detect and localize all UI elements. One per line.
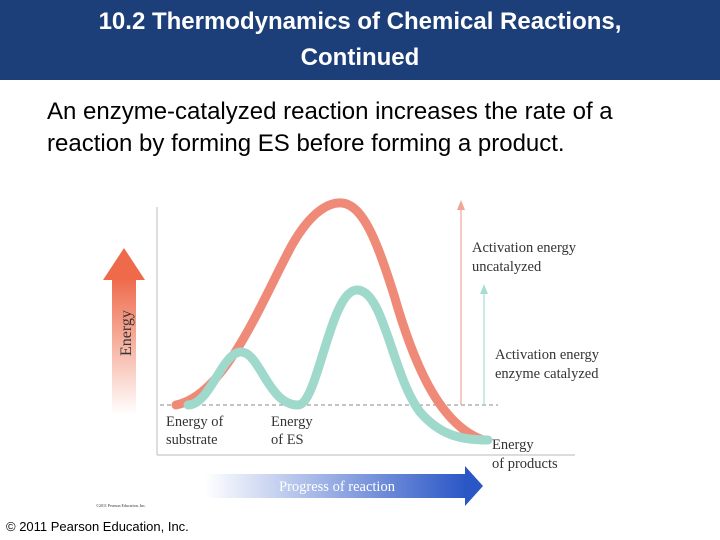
label-energy-of-substrate: Energy of substrate bbox=[166, 414, 227, 448]
progress-arrow bbox=[205, 466, 483, 506]
energy-axis-arrow bbox=[103, 248, 145, 415]
label-energy-of-products: Energy of products bbox=[492, 437, 558, 472]
copyright-footer: © 2011 Pearson Education, Inc. bbox=[6, 519, 189, 534]
small-credit-text: ©2011 Pearson Education, Inc. bbox=[96, 503, 146, 509]
slide-title-line1: 10.2 Thermodynamics of Chemical Reaction… bbox=[98, 8, 622, 35]
energy-axis-label: Energy bbox=[118, 310, 135, 356]
energy-diagram: Energy Activation energy uncatalyzed Act… bbox=[96, 198, 603, 509]
slide-body-text: An enzyme-catalyzed reaction increases t… bbox=[47, 98, 613, 157]
catalyzed-activation-arrow bbox=[480, 284, 488, 405]
label-energy-of-es: Energy of ES bbox=[271, 414, 316, 448]
label-activation-uncatalyzed: Activation energy uncatalyzed bbox=[472, 240, 580, 275]
slide-title-line2: Continued bbox=[300, 44, 420, 71]
label-activation-catalyzed: Activation energy enzyme catalyzed bbox=[495, 347, 603, 382]
uncatalyzed-reaction-curve bbox=[171, 198, 488, 445]
title-bar: 10.2 Thermodynamics of Chemical Reaction… bbox=[0, 0, 720, 80]
uncatalyzed-activation-arrow bbox=[457, 200, 465, 405]
progress-axis-label: Progress of reaction bbox=[279, 479, 396, 495]
catalyzed-reaction-curve bbox=[183, 285, 493, 445]
